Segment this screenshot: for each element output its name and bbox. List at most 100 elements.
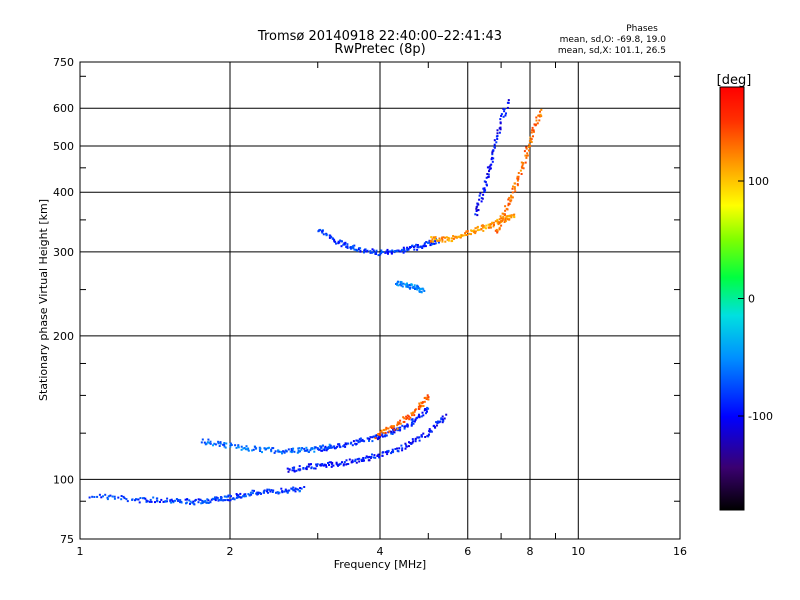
data-point <box>209 442 212 445</box>
data-point <box>532 135 534 138</box>
data-point <box>426 396 429 399</box>
data-point <box>414 440 417 443</box>
data-point <box>216 497 219 500</box>
data-point <box>526 152 529 155</box>
data-point <box>293 450 296 453</box>
data-point <box>406 246 409 249</box>
data-point <box>358 440 361 443</box>
data-point <box>179 499 182 502</box>
data-point <box>443 417 446 420</box>
data-point <box>445 236 448 239</box>
data-point <box>278 450 281 453</box>
data-point <box>299 487 302 489</box>
data-point <box>390 432 393 435</box>
data-point <box>501 212 504 215</box>
data-point <box>189 500 192 503</box>
data-point <box>525 154 528 157</box>
data-point <box>512 185 514 188</box>
data-point <box>525 147 528 150</box>
data-point <box>436 239 439 242</box>
data-point <box>413 414 416 417</box>
data-point <box>427 407 430 410</box>
data-point <box>410 424 413 427</box>
data-point <box>421 435 423 438</box>
data-point <box>505 112 507 115</box>
data-point <box>100 496 103 499</box>
data-point <box>255 492 258 495</box>
data-point <box>162 500 165 503</box>
data-point <box>423 243 426 246</box>
data-point <box>424 436 427 438</box>
data-point <box>438 421 441 424</box>
data-point <box>377 433 380 436</box>
plot-frame <box>79 61 681 540</box>
data-point <box>355 443 358 445</box>
data-point <box>358 457 361 460</box>
data-point <box>358 438 361 441</box>
data-point <box>145 499 148 502</box>
data-point <box>382 429 385 431</box>
data-point <box>492 149 495 152</box>
title-block: Tromsø 20140918 22:40:00–22:41:43 RwPret… <box>257 29 502 57</box>
data-point <box>267 491 269 494</box>
data-point <box>88 496 91 499</box>
data-point <box>428 241 431 244</box>
data-point <box>342 243 345 246</box>
data-point <box>423 290 426 292</box>
data-point <box>362 458 365 461</box>
data-point <box>391 425 394 428</box>
data-point <box>499 215 502 218</box>
data-point <box>218 445 221 447</box>
data-point <box>402 282 405 285</box>
data-point <box>261 451 263 454</box>
data-point <box>212 444 214 447</box>
data-point <box>506 106 509 109</box>
data-point <box>401 282 404 285</box>
data-point <box>306 465 308 468</box>
data-point <box>225 495 228 498</box>
data-point <box>369 251 372 254</box>
data-point <box>524 161 527 164</box>
data-point <box>107 495 110 498</box>
data-point <box>325 446 328 449</box>
data-point <box>325 232 328 235</box>
data-point <box>430 430 433 433</box>
data-point <box>208 442 211 445</box>
data-point <box>409 286 412 289</box>
y-tick-label: 200 <box>53 330 74 343</box>
data-point <box>303 447 306 450</box>
data-point <box>172 501 175 504</box>
data-point <box>270 450 273 453</box>
data-point <box>468 232 471 235</box>
data-point <box>375 251 378 254</box>
data-point <box>391 249 394 252</box>
data-point <box>387 449 390 452</box>
data-point <box>451 237 453 240</box>
data-point <box>527 146 530 149</box>
data-point <box>365 455 368 458</box>
colorbar-tick-label: -100 <box>748 410 773 423</box>
data-point <box>485 227 487 230</box>
data-point <box>523 150 526 153</box>
data-point <box>517 172 520 174</box>
phase-stats-x: mean, sd,X: 101.1, 26.5 <box>558 46 666 56</box>
data-point <box>405 415 408 418</box>
data-point <box>225 442 228 445</box>
data-point <box>346 245 349 248</box>
data-point <box>156 500 159 503</box>
data-point <box>408 441 410 444</box>
data-point <box>496 230 499 233</box>
data-point <box>283 451 286 454</box>
data-point <box>305 467 308 470</box>
data-point <box>490 158 493 161</box>
data-point <box>310 467 313 470</box>
data-point <box>413 248 416 251</box>
data-point <box>452 237 455 240</box>
data-point <box>397 429 400 432</box>
data-point <box>480 228 483 231</box>
data-point <box>485 224 488 227</box>
data-point <box>291 488 294 491</box>
y-tick-label: 400 <box>53 186 74 199</box>
data-point <box>410 283 413 286</box>
data-point <box>380 252 383 255</box>
